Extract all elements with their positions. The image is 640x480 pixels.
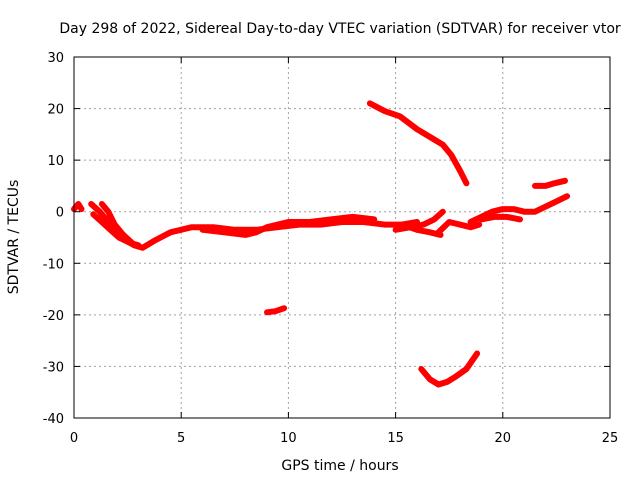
series-arc-l bbox=[264, 305, 288, 316]
series-arc-m bbox=[418, 350, 481, 388]
y-tick-label: 20 bbox=[47, 103, 64, 118]
series-arc-a bbox=[71, 201, 85, 213]
series-arc-i bbox=[478, 213, 523, 223]
series-arc-g bbox=[435, 219, 483, 236]
axis-ticks: 0 5 10 15 20 25 -40 -30 -20 -10 0 10 20 30 bbox=[43, 51, 619, 446]
series-arc-j bbox=[366, 100, 470, 187]
y-tick-label: 30 bbox=[47, 51, 64, 66]
y-tick-label: 10 bbox=[47, 154, 64, 169]
x-tick-label: 5 bbox=[177, 431, 185, 446]
y-tick-label: -40 bbox=[43, 412, 64, 427]
series-arc-h bbox=[467, 193, 571, 225]
chart-title: Day 298 of 2022, Sidereal Day-to-day VTE… bbox=[59, 21, 621, 37]
plot-frame bbox=[73, 56, 611, 419]
y-tick-label: -30 bbox=[43, 360, 64, 375]
x-tick-label: 0 bbox=[70, 431, 78, 446]
x-tick-label: 15 bbox=[387, 431, 404, 446]
y-tick-label: 0 bbox=[56, 206, 64, 221]
x-axis-label: GPS time / hours bbox=[281, 458, 398, 474]
data-series bbox=[71, 100, 571, 388]
x-tick-label: 20 bbox=[495, 431, 512, 446]
x-tick-label: 10 bbox=[280, 431, 297, 446]
y-tick-label: -20 bbox=[43, 309, 64, 324]
y-axis-label: SDTVAR / TECUs bbox=[6, 180, 22, 295]
series-arc-b bbox=[88, 201, 420, 251]
series-arc-d bbox=[199, 213, 378, 238]
y-tick-label: -10 bbox=[43, 257, 64, 272]
series-arc-c bbox=[98, 201, 135, 246]
series-arc-f bbox=[399, 221, 444, 238]
series-arc-k bbox=[532, 177, 568, 189]
x-tick-label: 25 bbox=[602, 431, 619, 446]
